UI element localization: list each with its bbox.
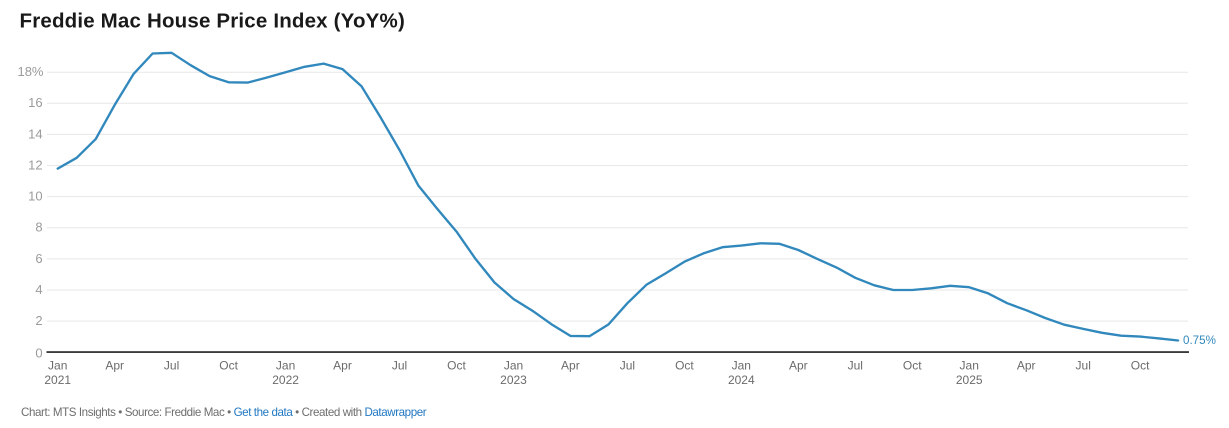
svg-text:Apr: Apr	[789, 359, 808, 373]
svg-text:8: 8	[35, 220, 42, 235]
svg-text:Apr: Apr	[105, 359, 124, 373]
svg-text:Apr: Apr	[561, 359, 580, 373]
svg-text:2025: 2025	[956, 373, 983, 387]
svg-text:Apr: Apr	[333, 359, 352, 373]
svg-text:2023: 2023	[500, 373, 527, 387]
svg-text:Jan: Jan	[960, 359, 979, 373]
svg-text:0.75%: 0.75%	[1183, 334, 1216, 347]
svg-text:Jan: Jan	[504, 359, 523, 373]
svg-text:Jan: Jan	[732, 359, 751, 373]
svg-text:Oct: Oct	[219, 359, 238, 373]
svg-text:4: 4	[35, 282, 42, 297]
svg-text:Jul: Jul	[1076, 359, 1091, 373]
svg-text:Oct: Oct	[447, 359, 466, 373]
svg-text:12: 12	[28, 157, 42, 172]
svg-text:2021: 2021	[44, 373, 71, 387]
svg-text:Jul: Jul	[392, 359, 407, 373]
svg-text:Chart: MTS Insights • Source:: Chart: MTS Insights • Source: Freddie Ma…	[21, 406, 427, 419]
svg-text:0: 0	[35, 346, 42, 361]
svg-text:Oct: Oct	[675, 359, 694, 373]
svg-text:Jan: Jan	[276, 359, 295, 373]
svg-text:Jul: Jul	[620, 359, 635, 373]
svg-text:Jul: Jul	[164, 359, 179, 373]
svg-text:14: 14	[28, 126, 42, 141]
svg-text:Apr: Apr	[1017, 359, 1036, 373]
svg-text:Oct: Oct	[903, 359, 922, 373]
svg-text:Freddie Mac House Price Index: Freddie Mac House Price Index (YoY%)	[20, 10, 405, 33]
svg-text:2: 2	[35, 313, 42, 328]
svg-text:2024: 2024	[728, 373, 755, 387]
svg-text:2022: 2022	[272, 373, 299, 387]
svg-text:10: 10	[28, 189, 42, 204]
svg-text:18%: 18%	[17, 64, 43, 79]
svg-text:Oct: Oct	[1131, 359, 1150, 373]
svg-text:16: 16	[28, 95, 42, 110]
svg-text:6: 6	[35, 251, 42, 266]
svg-text:Jul: Jul	[848, 359, 863, 373]
svg-text:Jan: Jan	[48, 359, 67, 373]
